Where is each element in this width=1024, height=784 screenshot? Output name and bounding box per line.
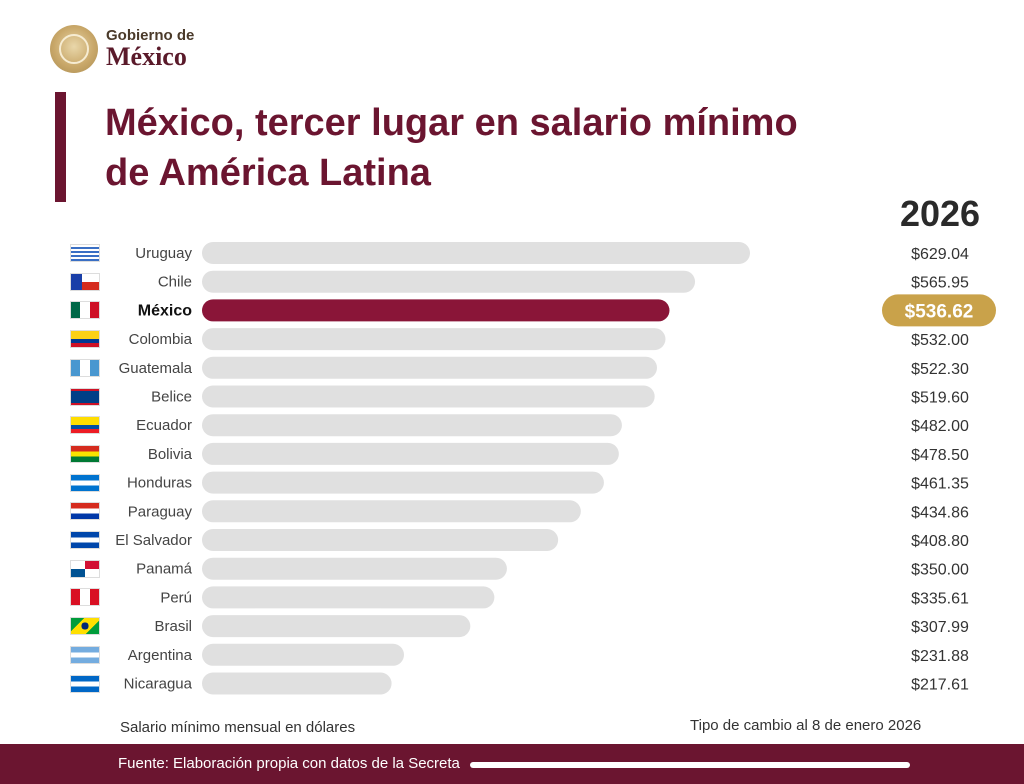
value-label: $536.62 [905, 301, 974, 322]
bar [202, 328, 666, 351]
value-label: $335.61 [911, 590, 969, 607]
value-label: $461.35 [911, 476, 969, 493]
bar [202, 442, 619, 465]
units-note: Salario mínimo mensual en dólares [120, 719, 356, 736]
bar [202, 356, 658, 379]
category-label: Nicaragua [124, 676, 193, 693]
category-label: Perú [160, 589, 192, 606]
honduras-flag-icon [70, 473, 100, 492]
category-label: Chile [158, 274, 192, 291]
value-label: $350.00 [911, 562, 969, 579]
chile-flag-icon [70, 272, 100, 291]
title-accent-bar [55, 92, 66, 202]
bar [202, 672, 392, 695]
panama-flag-icon [70, 559, 100, 578]
bolivia-flag-icon [70, 444, 100, 463]
category-label: México [138, 302, 192, 319]
el-salvador-flag-icon [70, 531, 100, 549]
mexico-flag-icon [70, 301, 100, 320]
ecuador-flag-icon [70, 416, 100, 435]
exchange-rate-note: Tipo de cambio al 8 de enero 2026 [690, 717, 922, 734]
uruguay-flag-icon [70, 244, 100, 262]
peru-flag-icon [70, 588, 100, 607]
nicaragua-flag-icon [70, 674, 100, 693]
logo-text-small: Gobierno de [106, 27, 195, 44]
gobierno-de-mexico-logo: Gobierno de México [50, 25, 194, 73]
paraguay-flag-icon [70, 502, 100, 521]
category-label: Paraguay [128, 503, 193, 520]
value-label: $434.86 [911, 504, 969, 521]
salary-bar-chart: Uruguay $629.04 Chile $565.95 México $536.62 C… [115, 242, 996, 695]
category-label: Panamá [136, 561, 193, 578]
belize-flag-icon [70, 387, 100, 406]
value-label: $231.88 [911, 648, 969, 665]
category-label: Belice [151, 389, 192, 406]
category-label: Guatemala [119, 360, 193, 377]
value-label: $629.04 [911, 246, 969, 263]
value-label: $408.80 [911, 533, 969, 550]
guatemala-flag-icon [70, 358, 100, 377]
category-label: Honduras [127, 475, 192, 492]
value-label: $565.95 [911, 275, 969, 292]
bar [202, 471, 604, 494]
value-label: $522.30 [911, 361, 969, 378]
year-label: 2026 [899, 193, 981, 234]
value-label: $482.00 [911, 418, 969, 435]
source-text: Fuente: Elaboración propia con datos de … [118, 755, 460, 772]
bar [202, 615, 471, 638]
category-label: Uruguay [135, 245, 192, 262]
bar [202, 299, 670, 322]
value-label: $478.50 [911, 447, 969, 464]
page-title: México, tercer lugar en salario mínimo d… [105, 98, 798, 198]
highlight-value-badge [882, 294, 996, 327]
argentina-flag-icon [70, 645, 100, 664]
value-label: $307.99 [911, 619, 969, 636]
value-label: $217.61 [911, 677, 969, 694]
footer-bar: Fuente: Elaboración propia con datos de … [0, 744, 1024, 784]
bar [202, 242, 750, 264]
value-label: $532.00 [911, 332, 969, 349]
title-line-1: México, tercer lugar en salario mínimo [105, 102, 798, 144]
category-label: Argentina [128, 647, 193, 664]
bar [202, 270, 696, 293]
category-label: Ecuador [136, 417, 192, 434]
bar [202, 586, 495, 609]
bar [202, 643, 405, 666]
title-line-2: de América Latina [105, 152, 431, 194]
category-label: Colombia [129, 331, 193, 348]
redaction-mark [470, 762, 910, 768]
brazil-flag-icon [70, 617, 100, 636]
category-label: Brasil [154, 618, 192, 635]
value-label: $519.60 [911, 390, 969, 407]
bar [202, 414, 622, 437]
logo-text-big: México [106, 42, 187, 71]
bar [202, 529, 559, 551]
bar [202, 385, 655, 408]
bar [202, 500, 581, 523]
category-label: El Salvador [115, 532, 192, 549]
colombia-flag-icon [70, 330, 100, 349]
bar [202, 557, 507, 580]
category-label: Bolivia [148, 446, 193, 463]
national-seal-icon [50, 25, 98, 73]
